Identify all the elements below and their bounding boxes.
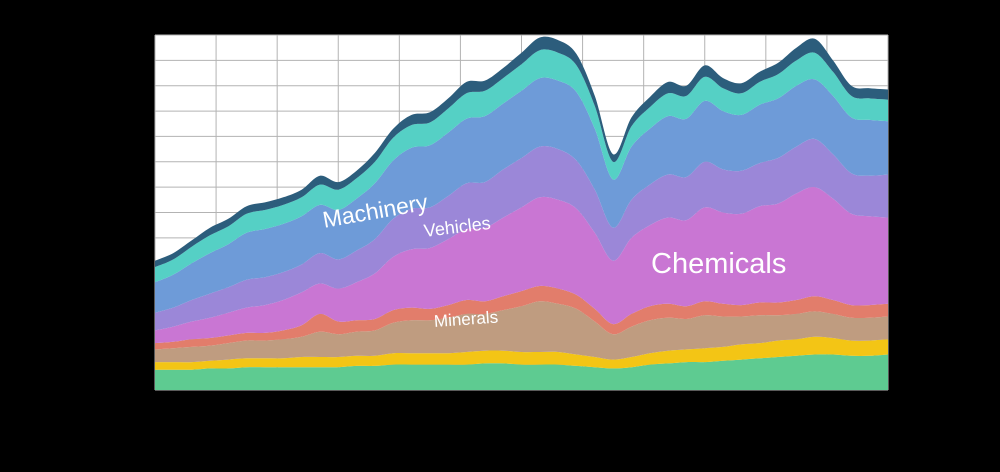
area-minerals (155, 301, 888, 363)
area-chemicals (155, 187, 888, 344)
area-vehicles (155, 138, 888, 331)
area-series-group (155, 36, 888, 390)
area-aqua (155, 49, 888, 283)
area-salmon (155, 285, 888, 350)
area-yellow (155, 336, 888, 370)
area-green-bottom (155, 354, 888, 390)
area-machinery (155, 77, 888, 313)
